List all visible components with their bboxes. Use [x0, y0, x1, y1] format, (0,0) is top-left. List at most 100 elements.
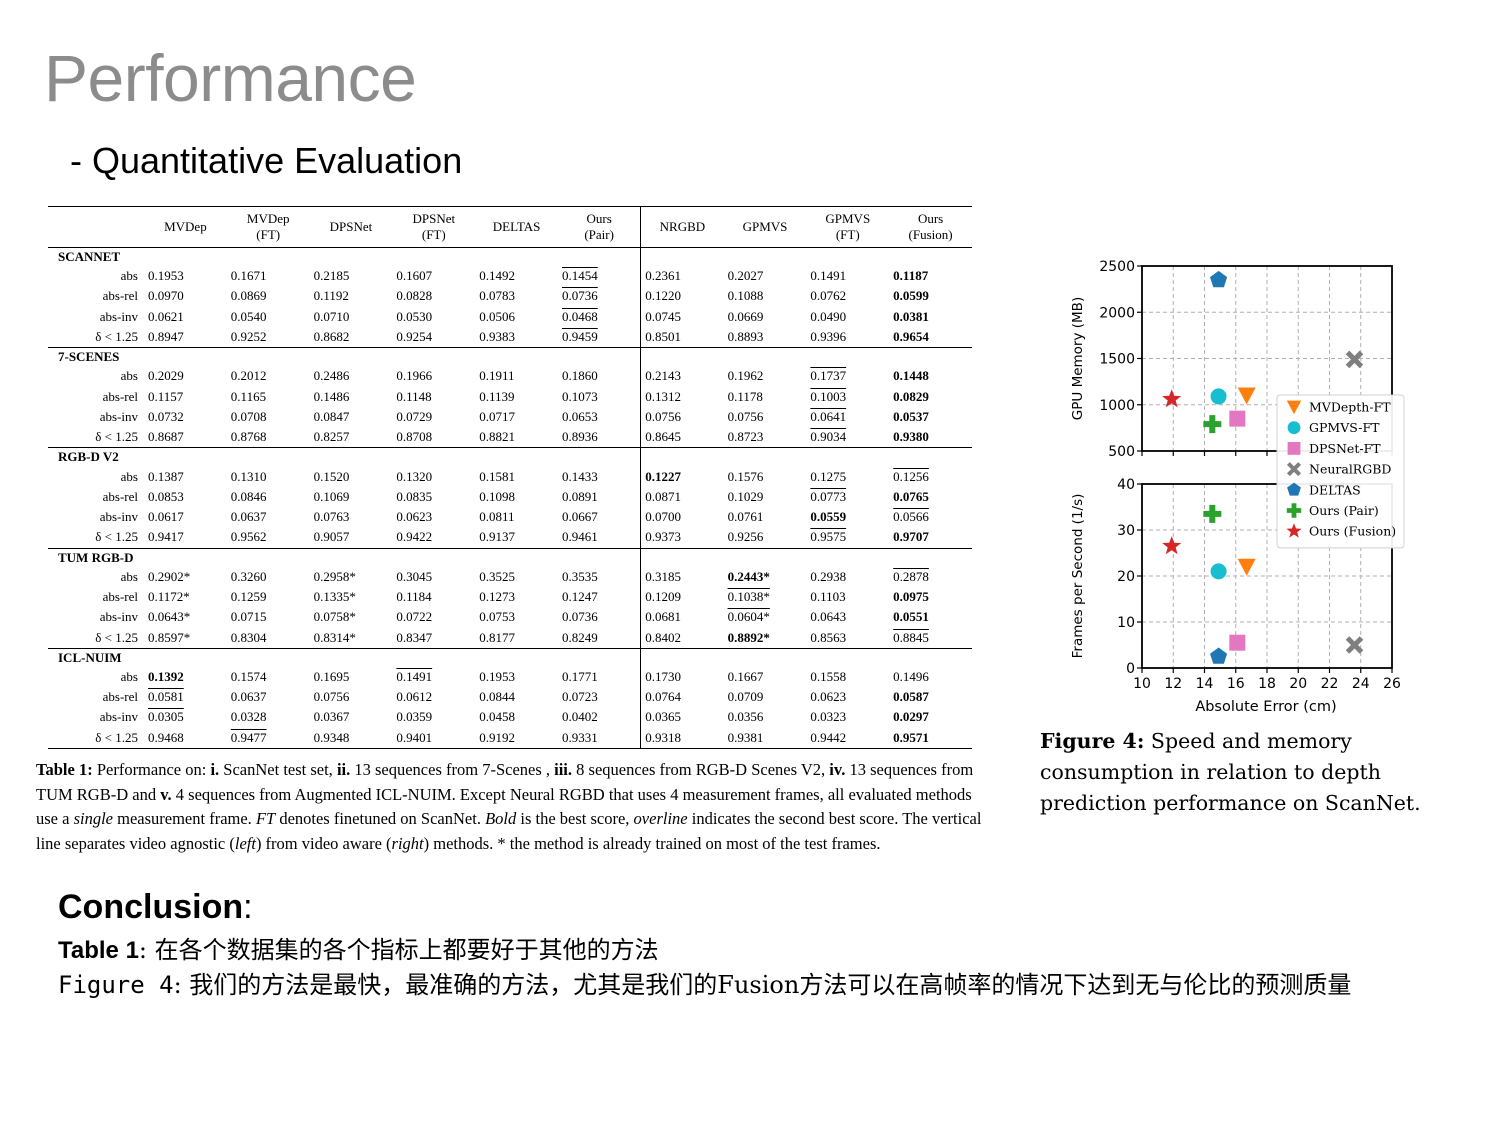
cell-value: 0.0783 [479, 288, 515, 304]
metric-label: δ < 1.25 [95, 429, 138, 445]
column-header: DELTAS [492, 219, 541, 234]
x-tick-label: 16 [1227, 676, 1245, 692]
column-header: DPSNet [329, 219, 373, 234]
cell-value: 0.0359 [396, 709, 433, 725]
cell-value: 0.0637 [230, 509, 267, 525]
table-cell: 0.0559 [806, 507, 889, 527]
table-cell: 0.1098 [475, 487, 558, 507]
table-cell: 0.1103 [806, 587, 889, 607]
table-row: abs-inv 0.0643* 0.0715 0.0758* 0.0722 0.0753 0… [48, 607, 972, 628]
cell-value: 0.0540 [230, 308, 267, 324]
table-cell: 0.1320 [392, 466, 475, 486]
table-cell: 0.9331 [557, 727, 641, 749]
table-cell: 0.1178 [724, 386, 807, 406]
cell-value: 0.1492 [479, 268, 515, 284]
data-point [1162, 389, 1182, 408]
table-cell: 0.0871 [640, 486, 724, 507]
table-row: abs-rel 0.0970 0.0869 0.1192 0.0828 0.0783 0.0… [48, 286, 972, 307]
cell-value: 0.1256 [893, 468, 929, 484]
table-cell: 0.1911 [475, 366, 558, 386]
table-cell: 0.9654 [889, 327, 972, 348]
table-row: δ < 1.25 0.8687 0.8768 0.8257 0.8708 0.8821 0.… [48, 427, 972, 448]
table-cell: 0.0765 [889, 487, 972, 507]
legend-label: DPSNet-FT [1309, 441, 1381, 456]
table-cell: 0.0305 [144, 707, 227, 727]
cell-value: 0.9396 [810, 329, 847, 345]
section-spacer [557, 347, 641, 367]
section-spacer [475, 347, 558, 367]
table-cell: 0.9468 [144, 727, 227, 749]
slide-subtitle: - Quantitative Evaluation [70, 140, 463, 181]
table-cell: 0.0323 [806, 707, 889, 727]
cell-value: 0.0844 [479, 689, 515, 705]
cell-value: 0.8177 [479, 629, 515, 645]
cell-value: 0.1184 [396, 589, 432, 604]
table-cell: 0.2486 [310, 366, 393, 386]
y-tick-label: 40 [1117, 477, 1135, 493]
table-cell: 0.0844 [475, 687, 558, 707]
legend-label: DELTAS [1309, 482, 1361, 497]
cell-value: 0.2486 [313, 368, 350, 384]
table-cell: 0.1607 [392, 266, 475, 286]
table-cell: 0.1671 [227, 266, 310, 286]
table-cell: 0.9477 [226, 727, 310, 749]
table-row: abs-rel 0.1172* 0.1259 0.1335* 0.1184 0.1273 0… [48, 586, 972, 608]
table-cell: 0.8249 [558, 627, 641, 648]
table-cell: 0.0846 [227, 487, 310, 507]
table-body: SCANNET abs 0.1953 0.1671 0.2185 0.1607 0.1492… [48, 247, 972, 749]
cell-value: 0.8304 [230, 629, 267, 645]
cell-value: 0.9192 [479, 729, 515, 745]
table-cell: 0.1259 [227, 587, 310, 607]
table-cell: 0.1157 [144, 386, 227, 406]
table-cell: 0.0853 [144, 487, 227, 507]
section-spacer [640, 247, 724, 266]
table-cell: 0.9256 [724, 527, 807, 548]
table-cell: 0.0722 [392, 607, 475, 627]
cell-value: 0.1088 [727, 288, 764, 304]
conclusion-heading-text: Conclusion [58, 888, 244, 926]
cell-value: 0.0653 [561, 408, 598, 424]
section-spacer [640, 447, 724, 467]
cell-value: 0.0367 [313, 709, 350, 725]
section-spacer [392, 347, 476, 367]
table-cell: 0.8892* [724, 627, 807, 648]
table-cell: 0.1574 [227, 667, 310, 687]
cell-value: 0.9562 [230, 529, 267, 545]
cell-value: 0.0717 [479, 408, 515, 424]
table-cell: 0.8708 [392, 427, 475, 448]
cell-value: 0.9459 [561, 329, 598, 345]
cell-value: 0.8314* [313, 629, 356, 645]
table-row: δ < 1.25 0.8947 0.9252 0.8682 0.9254 0.9383 0.… [48, 326, 972, 348]
section-spacer [558, 248, 641, 267]
table-cell: 0.0753 [475, 607, 558, 627]
figure-caption: Figure 4: Speed and memory consumption i… [1040, 726, 1460, 819]
section-spacer [309, 447, 393, 467]
metric-label: abs-rel [102, 689, 138, 705]
metric-label: abs [120, 468, 138, 484]
cell-value: 0.2029 [148, 368, 184, 384]
cell-value: 0.0891 [561, 488, 598, 504]
table-cell: 0.0975 [889, 587, 972, 607]
cell-value: 0.8723 [727, 429, 764, 445]
conclusion-figure-note: Figure 4: 我们的方法是最快，最准确的方法，尤其是我们的Fusion方法… [58, 968, 1458, 1002]
data-point [1210, 647, 1228, 664]
table-cell: 0.1953 [144, 266, 227, 286]
table-cell: 0.3185 [640, 566, 724, 587]
section-spacer [889, 647, 972, 667]
cell-value: 0.1448 [893, 368, 929, 384]
cell-value: 0.1038* [727, 589, 770, 604]
cell-value: 0.1003 [810, 388, 847, 404]
section-spacer [557, 647, 641, 667]
table-cell: 0.1029 [724, 487, 807, 507]
table-cell: 0.1491 [392, 667, 475, 687]
cell-value: 0.1581 [479, 468, 515, 484]
table-cell: 0.0537 [889, 407, 972, 427]
cell-value: 0.0599 [893, 288, 929, 304]
section-spacer [226, 347, 310, 367]
data-point [1287, 421, 1301, 435]
table-cell: 0.8682 [310, 327, 393, 348]
table-cell: 0.0708 [227, 407, 310, 427]
table-cell: 0.1966 [392, 366, 475, 386]
table-row: abs 0.1392 0.1574 0.1695 0.1491 0.1953 0.1771 0… [48, 666, 972, 688]
data-point [1229, 410, 1246, 427]
